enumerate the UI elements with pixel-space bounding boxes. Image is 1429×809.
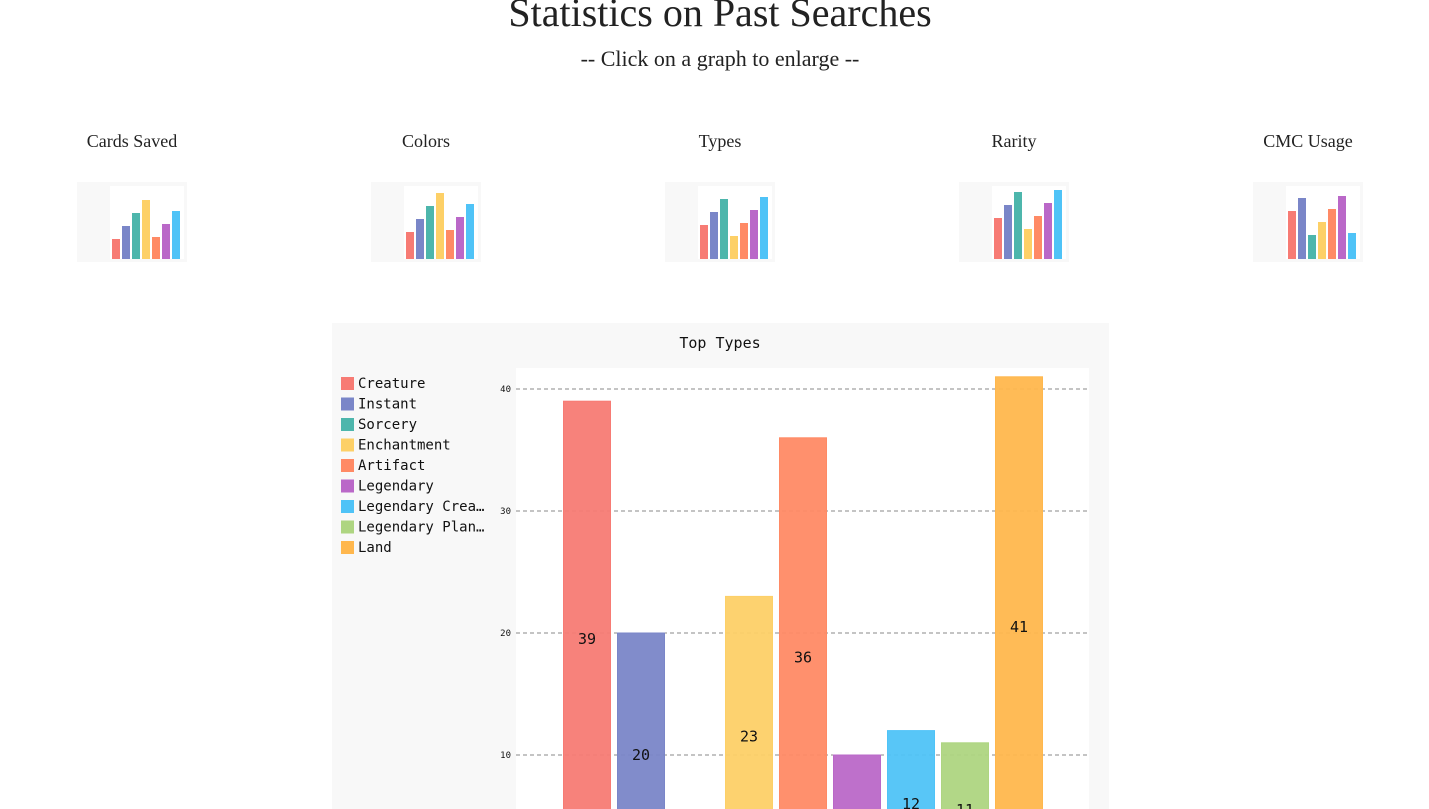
value-label: 23 — [740, 728, 758, 746]
thumbnail-decor — [1034, 216, 1042, 259]
thumbnail-decor — [1308, 235, 1316, 259]
thumbnail-decor — [416, 219, 424, 259]
thumbnail-decor — [700, 225, 708, 259]
bar — [887, 730, 935, 809]
value-label: 12 — [902, 795, 920, 809]
thumbnail-decor — [132, 213, 140, 259]
thumbnail-decor — [466, 204, 474, 259]
value-label: 39 — [578, 630, 596, 648]
y-tick-label: 10 — [500, 751, 511, 761]
thumbnail-decor — [1044, 203, 1052, 259]
thumbnail-decor — [436, 193, 444, 259]
thumbnail[interactable] — [371, 182, 481, 262]
legend-swatch[interactable] — [341, 397, 354, 411]
thumbnail-decor — [456, 217, 464, 259]
thumbnail-decor — [112, 239, 120, 259]
bar — [563, 400, 611, 809]
thumbnail[interactable] — [665, 182, 775, 262]
page-title: Statistics on Past Searches — [508, 0, 931, 35]
legend-swatch[interactable] — [341, 479, 354, 493]
thumbnail-label[interactable]: Cards Saved — [87, 131, 177, 151]
legend-label[interactable]: Land — [358, 540, 392, 556]
thumbnail-decor — [1338, 196, 1346, 259]
thumbnail-decor — [1004, 205, 1012, 259]
legend-swatch[interactable] — [341, 377, 354, 390]
thumbnail-decor — [446, 230, 454, 259]
y-tick-label: 20 — [500, 629, 511, 639]
thumbnail[interactable] — [77, 182, 187, 262]
thumbnail-label[interactable]: Rarity — [992, 131, 1037, 151]
thumbnail-decor — [152, 237, 160, 259]
thumbnail-decor — [760, 197, 768, 259]
bar — [725, 595, 773, 809]
thumbnail-decor — [172, 211, 180, 259]
legend-label[interactable]: Creature — [358, 376, 425, 392]
legend-label[interactable]: Sorcery — [358, 417, 417, 433]
bar — [779, 437, 827, 809]
legend-swatch[interactable] — [341, 500, 354, 513]
thumbnail-decor — [1348, 233, 1356, 259]
value-label: 10 — [848, 807, 866, 809]
thumbnail-decor — [994, 218, 1002, 259]
value-label: 41 — [1010, 618, 1028, 636]
thumbnail-decor — [1054, 190, 1062, 259]
bar — [995, 376, 1043, 809]
chart-title: Top Types — [679, 334, 760, 352]
value-label: 20 — [632, 746, 650, 764]
thumbnail-decor — [1328, 209, 1336, 259]
thumbnail-decor — [162, 224, 170, 259]
thumbnail[interactable] — [959, 182, 1069, 262]
legend-swatch[interactable] — [341, 520, 354, 534]
legend-label[interactable]: Instant — [358, 397, 417, 413]
y-tick-label: 30 — [500, 507, 511, 517]
legend-label[interactable]: Legendary Crea… — [358, 499, 484, 515]
thumbnail-decor — [1298, 198, 1306, 259]
legend-swatch[interactable] — [341, 418, 354, 431]
thumbnail-decor — [1014, 192, 1022, 259]
thumbnail[interactable] — [1253, 182, 1363, 262]
bar — [617, 632, 665, 809]
value-label: 11 — [956, 801, 974, 809]
legend-swatch[interactable] — [341, 541, 354, 554]
thumbnail-decor — [122, 226, 130, 259]
bar — [833, 754, 881, 809]
thumbnail-label[interactable]: Types — [699, 131, 742, 151]
thumbnail-decor — [1318, 222, 1326, 259]
thumbnail-decor — [730, 236, 738, 259]
legend-label[interactable]: Enchantment — [358, 438, 451, 454]
thumbnail-decor — [426, 206, 434, 259]
thumbnail-decor — [142, 200, 150, 259]
bar — [941, 742, 989, 809]
thumbnail-label[interactable]: Colors — [402, 131, 450, 151]
thumbnail-decor — [750, 210, 758, 259]
thumbnail-decor — [406, 232, 414, 259]
legend-label[interactable]: Legendary Plan… — [358, 520, 484, 536]
thumbnail-label[interactable]: CMC Usage — [1263, 131, 1353, 151]
thumbnail-decor — [1288, 211, 1296, 259]
legend-swatch[interactable] — [341, 459, 354, 472]
page-subtitle: -- Click on a graph to enlarge -- — [581, 46, 860, 71]
thumbnail-decor — [720, 199, 728, 259]
legend-label[interactable]: Legendary — [358, 479, 434, 495]
thumbnail-decor — [710, 212, 718, 259]
legend-swatch[interactable] — [341, 438, 354, 452]
y-tick-label: 40 — [500, 385, 511, 395]
value-label: 36 — [794, 648, 812, 666]
thumbnail-decor — [740, 223, 748, 259]
thumbnail-decor — [1024, 229, 1032, 259]
legend-label[interactable]: Artifact — [358, 458, 425, 474]
